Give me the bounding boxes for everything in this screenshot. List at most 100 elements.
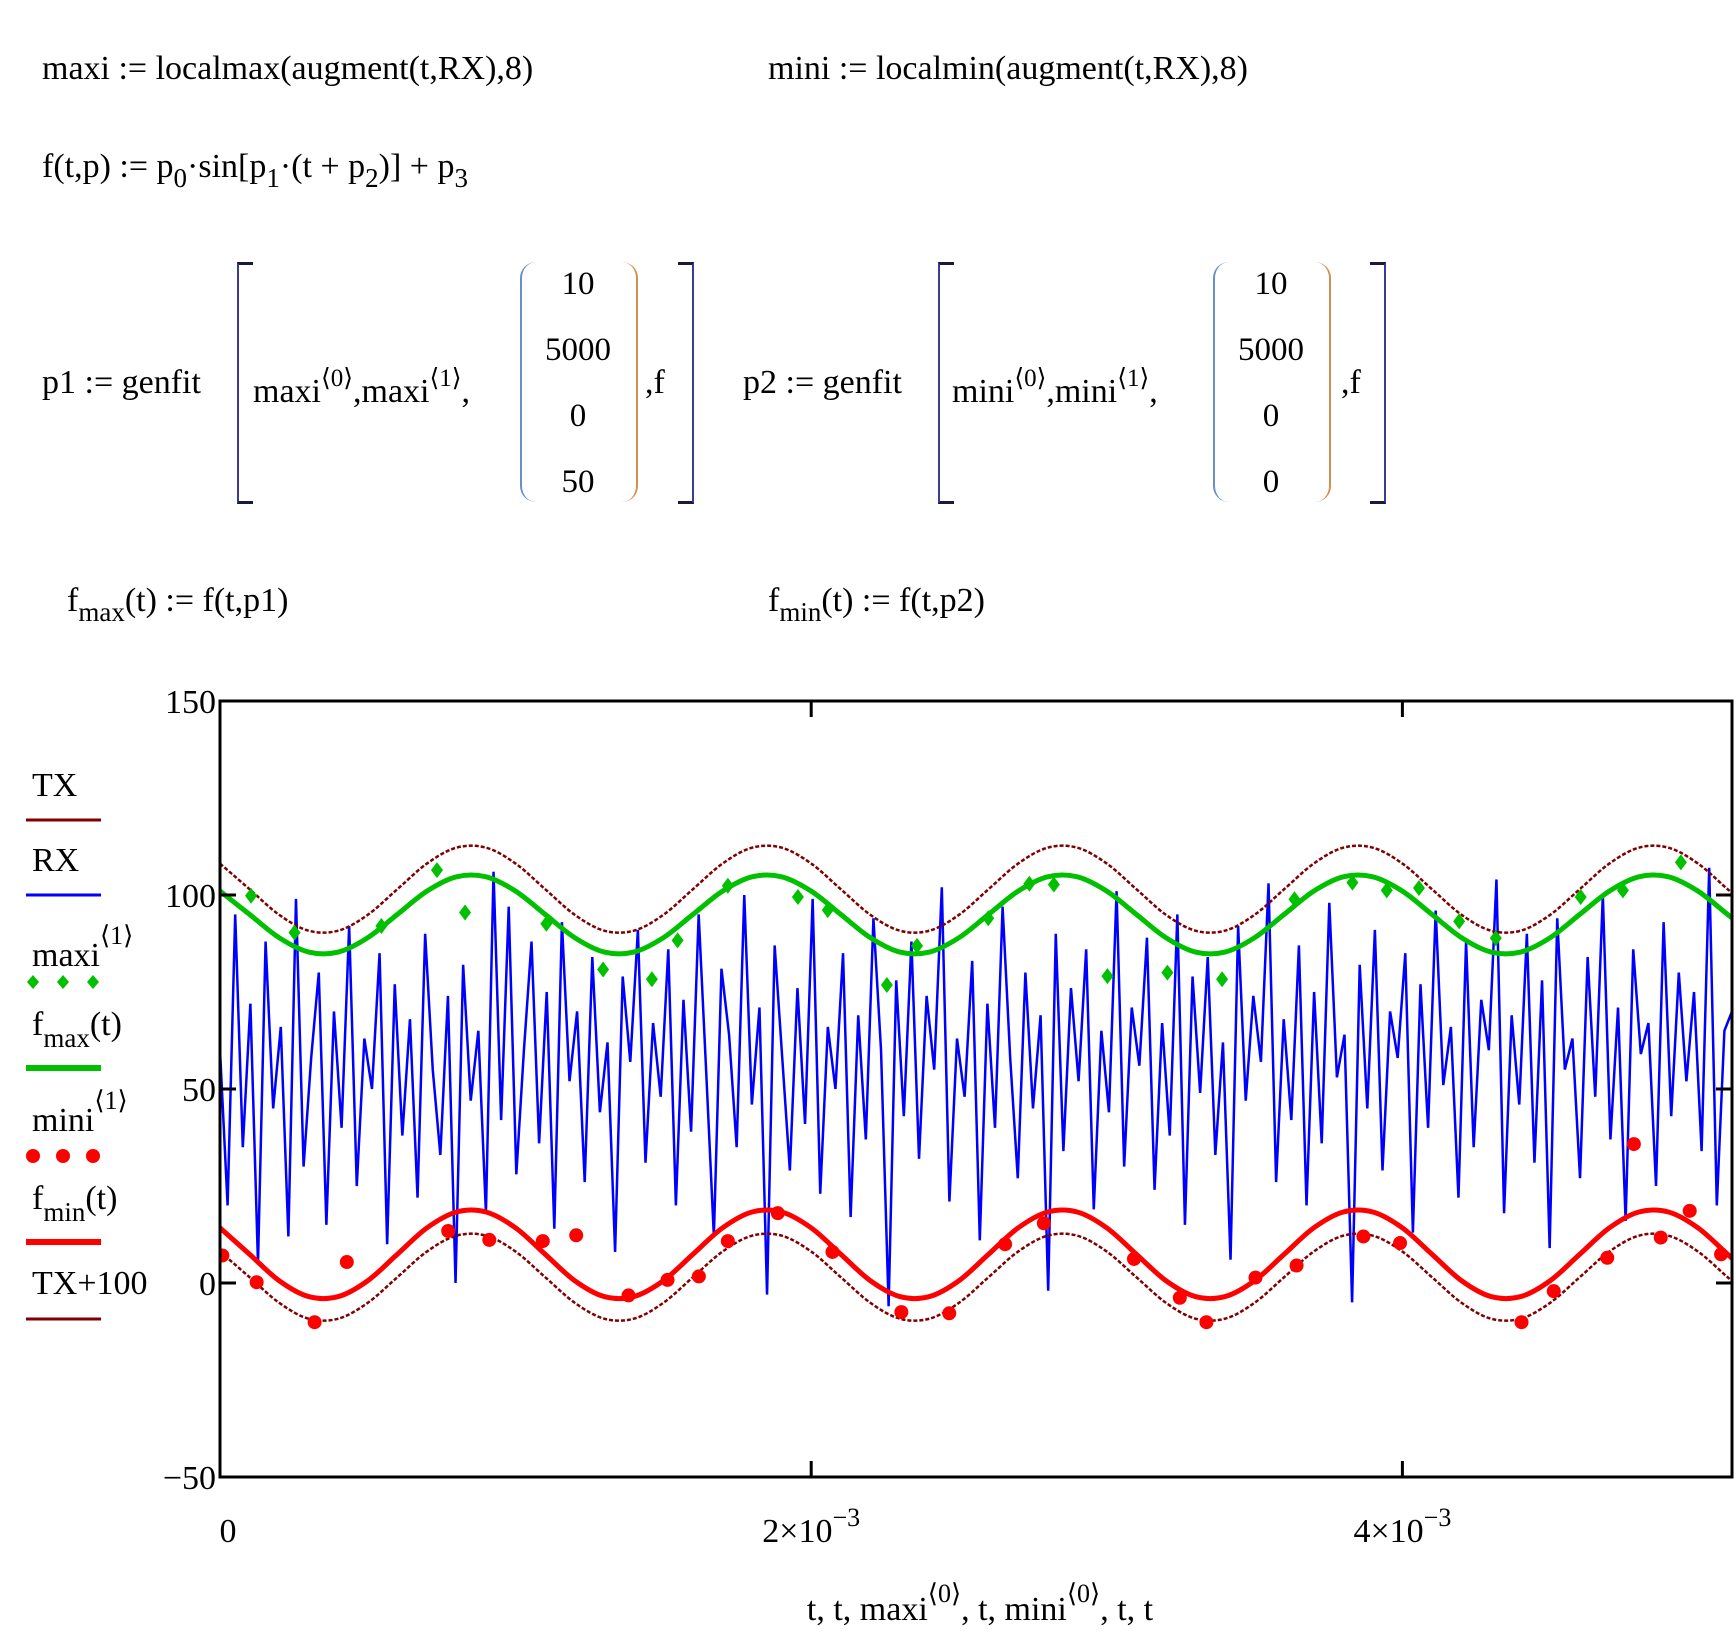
legend-label: fmin(t) — [32, 1180, 117, 1227]
f-def-part: ·sin — [187, 148, 239, 185]
comma: , — [461, 373, 471, 410]
genfit-p2-tail: ,f — [1341, 364, 1361, 401]
maxi-point — [1412, 880, 1425, 897]
mini-point — [1393, 1236, 1408, 1251]
mini-point — [1126, 1251, 1141, 1266]
xlabel-part: , t, t — [1100, 1591, 1153, 1628]
f-def-part: )] + p — [378, 148, 455, 185]
mini-point — [249, 1275, 264, 1290]
legend-label: TX+100 — [32, 1265, 148, 1302]
mini-point — [825, 1244, 840, 1259]
mini-definition[interactable]: mini := localmin(augment(t,RX),8) — [768, 50, 1248, 87]
x-tick-label: 2×10−3 — [762, 1503, 860, 1550]
legend-entry: RX — [26, 842, 101, 897]
legend-label: mini⟨1⟩ — [32, 1086, 128, 1139]
left-paren — [520, 262, 536, 502]
xlabel-sup: ⟨0⟩ — [928, 1579, 961, 1608]
left-bracket — [938, 262, 954, 504]
fmin-sub: min — [779, 597, 822, 627]
genfit-p2-args: mini⟨0⟩,mini⟨1⟩, — [952, 366, 1158, 409]
superscript: ⟨0⟩ — [1014, 365, 1047, 392]
maxi-point — [1453, 913, 1466, 930]
mini-point — [1653, 1230, 1668, 1245]
mini-point — [1600, 1250, 1615, 1265]
mini-point — [1514, 1315, 1529, 1330]
legend-entry: fmin(t) — [26, 1180, 117, 1245]
y-tick-label: 0 — [199, 1266, 216, 1303]
fmin-rest: (t) := f(t,p2) — [821, 582, 985, 619]
mini-point — [307, 1315, 322, 1330]
curve-tx — [220, 1232, 1732, 1322]
vector-entry: 50 — [561, 464, 595, 500]
mini-point — [1289, 1258, 1304, 1273]
y-tick-label: 50 — [182, 1072, 216, 1109]
mini-point — [569, 1228, 584, 1243]
genfit-p1-lhs: p1 := genfit — [42, 364, 201, 401]
vector-entry: 5000 — [545, 332, 611, 368]
maxi-point — [375, 918, 388, 935]
f-def-sub: 1 — [266, 163, 280, 193]
maxi-definition[interactable]: maxi := localmax(augment(t,RX),8) — [42, 50, 534, 87]
maxi-point — [1023, 875, 1036, 892]
vector-entry: 10 — [561, 266, 595, 302]
mini-point — [1356, 1229, 1371, 1244]
mini-point — [1714, 1247, 1729, 1262]
y-tick-label: −50 — [163, 1460, 216, 1497]
y-tick-label: 100 — [165, 878, 216, 915]
left-bracket — [237, 262, 253, 504]
f-def-sub: 2 — [365, 163, 379, 193]
maxi-point — [1616, 882, 1629, 899]
maxi-point — [645, 971, 658, 988]
curve-fmax — [220, 872, 1732, 957]
x-tick-label: 0 — [220, 1513, 237, 1550]
fmax-definition[interactable]: fmax(t) := f(t,p1) — [67, 584, 288, 626]
mini-point — [1199, 1315, 1214, 1330]
right-paren — [1315, 262, 1331, 502]
maxi-point — [1047, 876, 1060, 893]
mini-point — [1626, 1137, 1641, 1152]
maxi-point — [1674, 854, 1687, 871]
x-axis-label: t, t, maxi⟨0⟩, t, mini⟨0⟩, t, t — [807, 1579, 1154, 1628]
xlabel-sup: ⟨0⟩ — [1067, 1579, 1100, 1608]
maxi-point — [911, 937, 924, 954]
legend-label: fmax(t) — [32, 1006, 122, 1053]
maxi-point — [288, 924, 301, 941]
legend-entry: TX+100 — [26, 1265, 148, 1321]
maxi-point — [1489, 930, 1502, 947]
right-bracket — [1370, 262, 1386, 504]
maxi-point — [1346, 874, 1359, 891]
fmax-sub: max — [78, 597, 125, 627]
mini-point — [691, 1269, 706, 1284]
maxi-point — [1161, 964, 1174, 981]
mini-point — [1172, 1290, 1187, 1305]
mini-point — [770, 1206, 785, 1221]
mini-point — [1546, 1284, 1561, 1299]
mini-point — [339, 1255, 354, 1270]
maxi-point — [1101, 968, 1114, 985]
right-paren — [622, 262, 638, 502]
fmin-f: f — [768, 582, 780, 619]
f-def-part: [p — [238, 148, 267, 185]
fmin-definition[interactable]: fmin(t) := f(t,p2) — [768, 584, 985, 626]
mini-point — [720, 1234, 735, 1249]
maxi-point — [721, 877, 734, 894]
genfit-p1-tail: ,f — [645, 364, 665, 401]
legend-label: RX — [32, 842, 79, 879]
mini-point — [1248, 1270, 1263, 1285]
maxi-point — [597, 961, 610, 978]
curve-fmin — [220, 1207, 1732, 1302]
xlabel-part: t, t, maxi — [807, 1591, 928, 1628]
genfit-p2-lhs: p2 := genfit — [743, 364, 902, 401]
vector-entry: 0 — [1262, 464, 1280, 500]
fmax-f: f — [67, 582, 79, 619]
points — [220, 854, 1729, 1330]
arg-maxi1: ,maxi — [353, 373, 430, 410]
legend-entry: TX — [26, 767, 101, 822]
comma: , — [1149, 373, 1158, 410]
superscript: ⟨1⟩ — [1117, 365, 1150, 392]
mini-point — [535, 1234, 550, 1249]
f-definition[interactable]: f(t,p) := p0·sin[p1·(t + p2)] + p3 — [42, 150, 468, 192]
legend-marker — [56, 1149, 70, 1163]
maxi-point — [880, 977, 893, 994]
